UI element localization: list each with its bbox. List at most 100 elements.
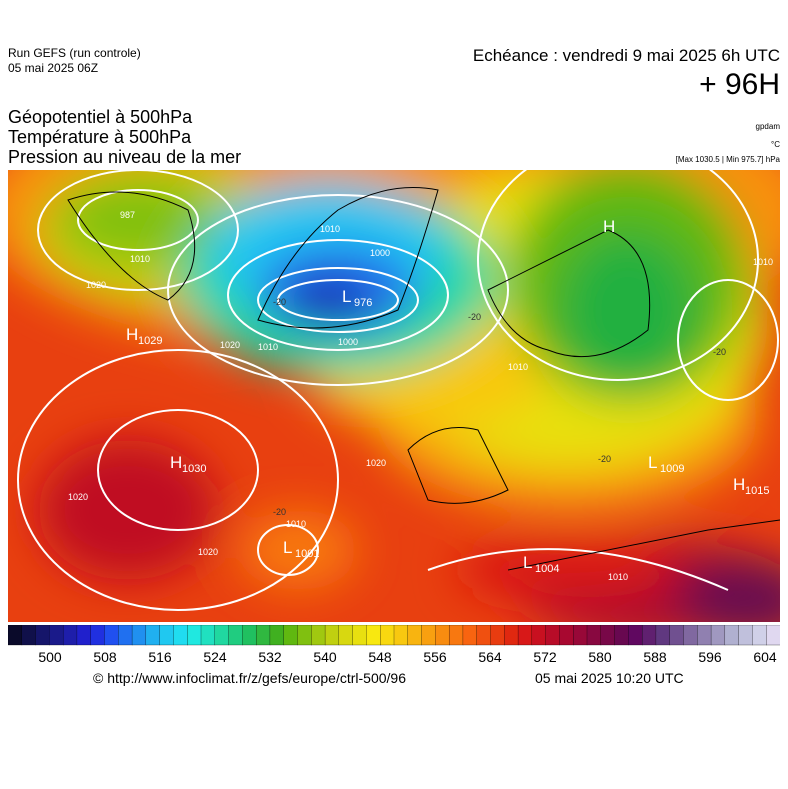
colorbar-tick-label: 516 xyxy=(148,649,172,665)
pressure-symbol: L xyxy=(648,453,657,472)
colorbar-cell xyxy=(118,625,133,646)
colorbar-cell xyxy=(104,625,119,646)
colorbar-cell xyxy=(641,625,657,646)
colorbar-cell xyxy=(283,625,298,646)
isobar-label: 1020 xyxy=(366,458,386,468)
colorbar-cell xyxy=(614,625,629,646)
isobar-label: 1010 xyxy=(508,362,528,372)
colorbar-cell xyxy=(462,625,478,646)
temperature-label: -20 xyxy=(273,507,286,517)
colorbar-cell xyxy=(131,625,147,646)
colorbar-cell xyxy=(173,625,188,646)
colorbar-cell xyxy=(297,625,312,646)
colorbar-cell xyxy=(683,625,698,646)
colorbar-cell xyxy=(600,625,616,646)
isobars xyxy=(17,170,779,611)
isobar-label: 1010 xyxy=(753,257,773,267)
colorbar-tick-label: 556 xyxy=(423,649,447,665)
colorbar-cell xyxy=(21,625,37,646)
colorbar-cell xyxy=(504,625,519,646)
pressure-symbol: H xyxy=(603,217,615,236)
pressure-value: 1029 xyxy=(138,335,162,347)
lead-time: + 96H xyxy=(699,68,780,101)
colorbar-cell xyxy=(655,625,671,646)
colorbar-cell xyxy=(200,625,216,646)
colorbar-tick-label: 580 xyxy=(588,649,612,665)
isobar-label: 1010 xyxy=(130,254,150,264)
colorbar-cell xyxy=(766,625,780,646)
pressure-symbol: H xyxy=(170,453,182,472)
colorbar-cell xyxy=(311,625,326,646)
pressure-symbol: L xyxy=(283,538,292,557)
colorbar-cell xyxy=(352,625,367,646)
temperature-label: -20 xyxy=(713,347,726,357)
colorbar: 500 508 516 524 532 540 548 556 564 572 580 588 596 6… xyxy=(8,625,780,665)
title-3: Pression au niveau de la mer xyxy=(8,147,242,167)
colorbar-cell xyxy=(724,625,740,646)
colorbar-cell xyxy=(145,625,161,646)
isobar-label: 1010 xyxy=(286,519,306,529)
colorbar-cell xyxy=(62,625,78,646)
temperature-label: -20 xyxy=(468,312,481,322)
colorbar-cell xyxy=(710,625,726,646)
colorbar-tick-label: 524 xyxy=(203,649,227,665)
isobar-label: 1020 xyxy=(86,280,106,290)
colorbar-cell xyxy=(490,625,505,646)
colorbar-cell xyxy=(228,625,243,646)
colorbar-cell xyxy=(586,625,602,646)
pressure-value: 1009 xyxy=(660,463,684,475)
colorbar-cell xyxy=(573,625,588,646)
colorbar-cell xyxy=(380,625,395,646)
colorbar-tick-label: 548 xyxy=(368,649,392,665)
colorbar-cell xyxy=(448,625,464,646)
colorbar-cell xyxy=(269,625,285,646)
colorbar-cell xyxy=(49,625,64,646)
pressure-value: 1001 xyxy=(295,548,319,560)
colorbar-cell xyxy=(407,625,423,646)
colorbar-cell xyxy=(669,625,684,646)
colorbar-cell xyxy=(517,625,533,646)
unit: gpdam xyxy=(755,122,780,131)
colorbar-tick-label: 572 xyxy=(533,649,557,665)
colorbar-tick-label: 532 xyxy=(258,649,282,665)
pressure-value: 1004 xyxy=(535,563,559,575)
colorbar-cell xyxy=(90,625,105,646)
timestamp: 05 mai 2025 10:20 UTC xyxy=(535,670,684,686)
colorbar-tick-label: 508 xyxy=(93,649,117,665)
colorbar-cell xyxy=(338,625,354,646)
isobar-label: 1020 xyxy=(220,340,240,350)
title-1: Géopotentiel à 500hPa xyxy=(8,107,193,127)
colorbar-tick-label: 596 xyxy=(698,649,722,665)
run-date: 05 mai 2025 06Z xyxy=(8,61,99,75)
colorbar-tick-label: 564 xyxy=(478,649,502,665)
colorbar-cell xyxy=(159,625,174,646)
colorbar-cell xyxy=(738,625,753,646)
colorbar-cell xyxy=(187,625,202,646)
colorbar-cell xyxy=(545,625,560,646)
temperature-label: -20 xyxy=(598,454,611,464)
title-2: Température à 500hPa xyxy=(8,127,192,147)
colorbar-cell xyxy=(255,625,271,646)
isobar-label: 1020 xyxy=(198,547,218,557)
isobar-label: 1010 xyxy=(608,572,628,582)
colorbar-tick-label: 540 xyxy=(313,649,337,665)
echeance: Echéance : vendredi 9 mai 2025 6h UTC xyxy=(472,46,780,65)
pressure-value: 1015 xyxy=(745,485,769,497)
colorbar-cell xyxy=(697,625,712,646)
colorbar-cell xyxy=(421,625,436,646)
colorbar-cell xyxy=(324,625,340,646)
temperature-label: -20 xyxy=(273,297,286,307)
unit: [Max 1030.5 | Min 975.7] hPa xyxy=(675,155,780,164)
colorbar-cell xyxy=(559,625,574,646)
run: Run GEFS (run controle) xyxy=(8,46,141,60)
pressure-symbol: L xyxy=(523,553,532,572)
temperature-field xyxy=(8,170,780,622)
pressure-symbol: H xyxy=(733,475,745,494)
colorbar-cell xyxy=(628,625,643,646)
colorbar-cell xyxy=(531,625,547,646)
isobar-label: 1010 xyxy=(258,342,278,352)
colorbar-cell xyxy=(435,625,450,646)
colorbar-cell xyxy=(393,625,409,646)
